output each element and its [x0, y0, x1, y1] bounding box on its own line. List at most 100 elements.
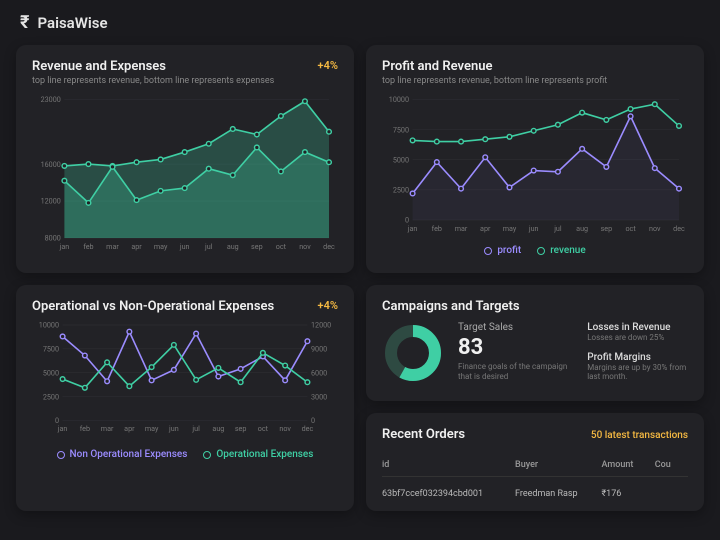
legend-dot-icon [203, 451, 211, 459]
legend-label: Non Operational Expenses [70, 449, 188, 460]
svg-text:apr: apr [124, 424, 135, 433]
svg-text:sep: sep [235, 424, 247, 433]
svg-text:nov: nov [279, 424, 291, 433]
svg-text:10000: 10000 [39, 321, 59, 330]
svg-text:feb: feb [83, 242, 93, 251]
table-cell [655, 483, 688, 499]
campaigns-card: Campaigns and Targets Target Sales 83 Fi… [366, 285, 704, 401]
svg-text:aug: aug [576, 224, 588, 233]
svg-text:12000: 12000 [311, 321, 331, 330]
svg-text:jan: jan [407, 224, 418, 233]
svg-text:jun: jun [179, 242, 190, 251]
svg-text:nov: nov [649, 224, 661, 233]
svg-text:23000: 23000 [41, 95, 61, 104]
svg-text:sep: sep [601, 224, 613, 233]
change-badge: +4% [318, 59, 338, 72]
metric-sub: Losses are down 25% [587, 333, 688, 342]
svg-text:nov: nov [299, 242, 311, 251]
svg-text:sep: sep [251, 242, 263, 251]
legend-label: revenue [550, 245, 585, 256]
orders-link[interactable]: 50 latest transactions [591, 430, 688, 441]
column-header: Buyer [515, 460, 601, 470]
recent-orders-card: Recent Orders 50 latest transactions idB… [366, 413, 704, 511]
svg-text:jun: jun [528, 224, 539, 233]
card-title: Operational vs Non-Operational Expenses [32, 299, 338, 314]
card-title: Revenue and Expenses [32, 59, 338, 74]
legend: profit revenue [382, 245, 688, 256]
legend-op: Operational Expenses [203, 449, 313, 460]
profit-revenue-card: Profit and Revenue top line represents r… [366, 45, 704, 273]
svg-text:dec: dec [302, 424, 314, 433]
svg-text:oct: oct [625, 224, 636, 233]
svg-text:jul: jul [191, 424, 200, 433]
svg-text:2500: 2500 [43, 392, 59, 401]
target-value: 83 [458, 335, 573, 360]
svg-text:5000: 5000 [393, 155, 409, 164]
card-subtitle: top line represents revenue, bottom line… [382, 76, 688, 86]
profit-revenue-chart: 025005000750010000janfebmaraprmayjunjula… [382, 94, 688, 238]
metric-sub: Margins are up by 30% from last month. [587, 363, 688, 381]
revenue-expenses-chart: 8000120001600023000janfebmaraprmayjunjul… [32, 94, 338, 256]
card-title: Campaigns and Targets [382, 299, 688, 314]
svg-text:dec: dec [323, 242, 335, 251]
card-subtitle: top line represents revenue, bottom line… [32, 76, 338, 86]
svg-text:8000: 8000 [45, 234, 61, 243]
svg-text:jan: jan [57, 424, 68, 433]
svg-text:10000: 10000 [389, 95, 409, 104]
operational-expenses-card: Operational vs Non-Operational Expenses … [16, 285, 354, 511]
card-title: Profit and Revenue [382, 59, 688, 74]
legend-label: profit [497, 245, 521, 256]
svg-text:jan: jan [59, 242, 70, 251]
metric-title: Profit Margins [587, 352, 688, 363]
svg-text:7500: 7500 [393, 125, 409, 134]
svg-text:apr: apr [480, 224, 491, 233]
svg-text:mar: mar [106, 242, 119, 251]
table-cell: 63bf7ccef032394cbd001 [382, 483, 515, 499]
column-header: id [382, 460, 515, 470]
revenue-expenses-card: Revenue and Expenses top line represents… [16, 45, 354, 273]
legend-dot-icon [537, 247, 545, 255]
legend-profit: profit [484, 245, 521, 256]
svg-text:jul: jul [553, 224, 562, 233]
target-label: Target Sales [458, 322, 573, 333]
legend-revenue: revenue [537, 245, 585, 256]
svg-text:jun: jun [168, 424, 179, 433]
header: ₹ PaisaWise [0, 0, 720, 45]
legend-label: Operational Expenses [216, 449, 313, 460]
metric: Losses in RevenueLosses are down 25% [587, 322, 688, 342]
svg-text:5000: 5000 [43, 368, 59, 377]
metric-title: Losses in Revenue [587, 322, 688, 333]
column-header: Amount [602, 460, 655, 470]
target-desc: Finance goals of the campaign that is de… [458, 362, 573, 383]
metric: Profit MarginsMargins are up by 30% from… [587, 352, 688, 381]
svg-text:aug: aug [212, 424, 224, 433]
operational-expenses-chart: 025005000750010000030006000900012000janf… [32, 316, 338, 442]
table-cell: Freedman Rasp [515, 483, 601, 499]
rupee-icon: ₹ [20, 12, 29, 33]
svg-text:mar: mar [101, 424, 114, 433]
svg-text:may: may [154, 242, 168, 251]
svg-text:oct: oct [276, 242, 287, 251]
table-row[interactable]: 63bf7ccef032394cbd001Freedman Rasp₹176 [382, 477, 688, 505]
svg-text:12000: 12000 [41, 197, 61, 206]
brand-name: PaisaWise [37, 14, 107, 32]
legend-dot-icon [57, 451, 65, 459]
svg-text:16000: 16000 [41, 160, 61, 169]
legend: Non Operational Expenses Operational Exp… [32, 449, 338, 460]
svg-text:feb: feb [432, 224, 442, 233]
svg-text:aug: aug [227, 242, 239, 251]
svg-text:9000: 9000 [311, 345, 327, 354]
svg-text:oct: oct [258, 424, 269, 433]
svg-text:mar: mar [455, 224, 468, 233]
table-header: idBuyerAmountCou [382, 454, 688, 477]
legend-nonop: Non Operational Expenses [57, 449, 188, 460]
svg-text:may: may [503, 224, 517, 233]
svg-text:7500: 7500 [43, 345, 59, 354]
change-badge: +4% [318, 299, 338, 312]
svg-text:apr: apr [131, 242, 142, 251]
svg-text:feb: feb [80, 424, 90, 433]
svg-text:dec: dec [673, 224, 685, 233]
table-cell: ₹176 [602, 483, 655, 499]
svg-text:3000: 3000 [311, 392, 327, 401]
svg-text:may: may [145, 424, 159, 433]
